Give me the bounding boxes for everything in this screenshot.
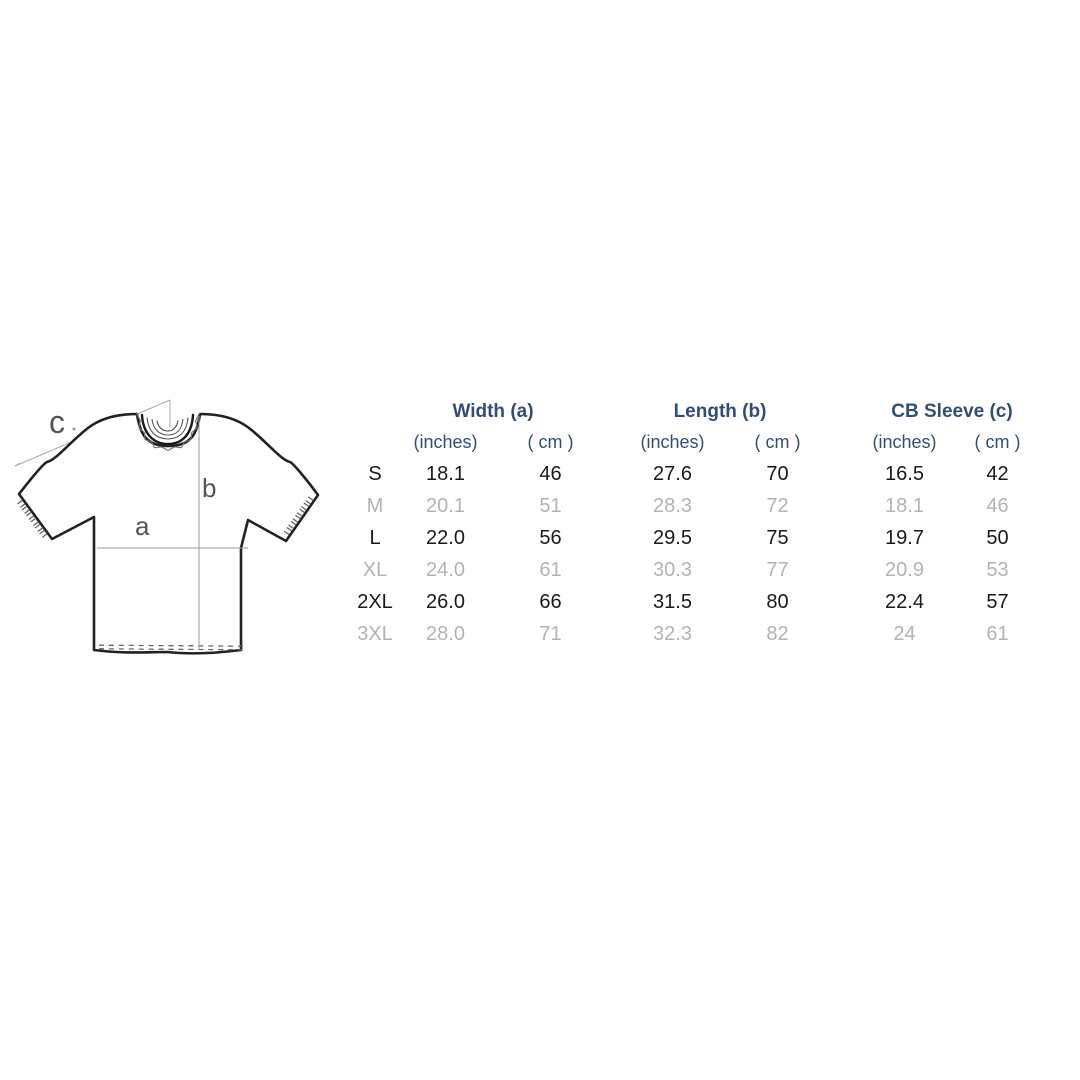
svg-text:a: a [135, 511, 150, 541]
svg-text:b: b [202, 473, 216, 503]
svg-text:c: c [49, 404, 65, 440]
